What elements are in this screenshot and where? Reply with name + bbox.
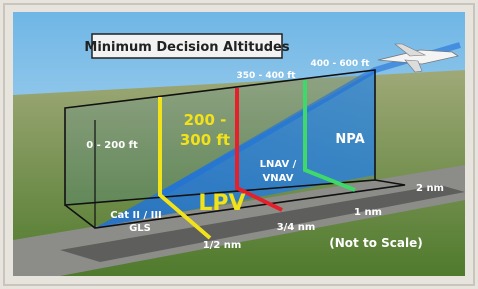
- approach-label: GLS: [129, 223, 151, 234]
- altitude-label: 200 -: [184, 111, 227, 129]
- approach-label: VNAV: [263, 173, 294, 184]
- approach-label: Cat II / III: [110, 210, 162, 221]
- altitude-label: 400 - 600 ft: [311, 59, 371, 69]
- distance-label: 1/2 nm: [203, 240, 242, 251]
- altitude-label: 300 ft: [180, 131, 230, 149]
- altitude-label: 0 - 200 ft: [86, 140, 138, 151]
- distance-label: 1 nm: [354, 207, 382, 218]
- distance-label: 3/4 nm: [277, 222, 316, 233]
- altitude-label: 350 - 400 ft: [237, 71, 297, 81]
- distance-label: 2 nm: [416, 183, 444, 194]
- note: (Not to Scale): [329, 236, 422, 250]
- approach-label: NPA: [335, 132, 364, 147]
- approach-label: LNAV /: [260, 159, 297, 170]
- screenshot: Minimum Decision Altitudes 350 - 400 ft …: [0, 0, 478, 289]
- title: Minimum Decision Altitudes: [84, 40, 289, 55]
- approach-label: LPV: [198, 191, 245, 216]
